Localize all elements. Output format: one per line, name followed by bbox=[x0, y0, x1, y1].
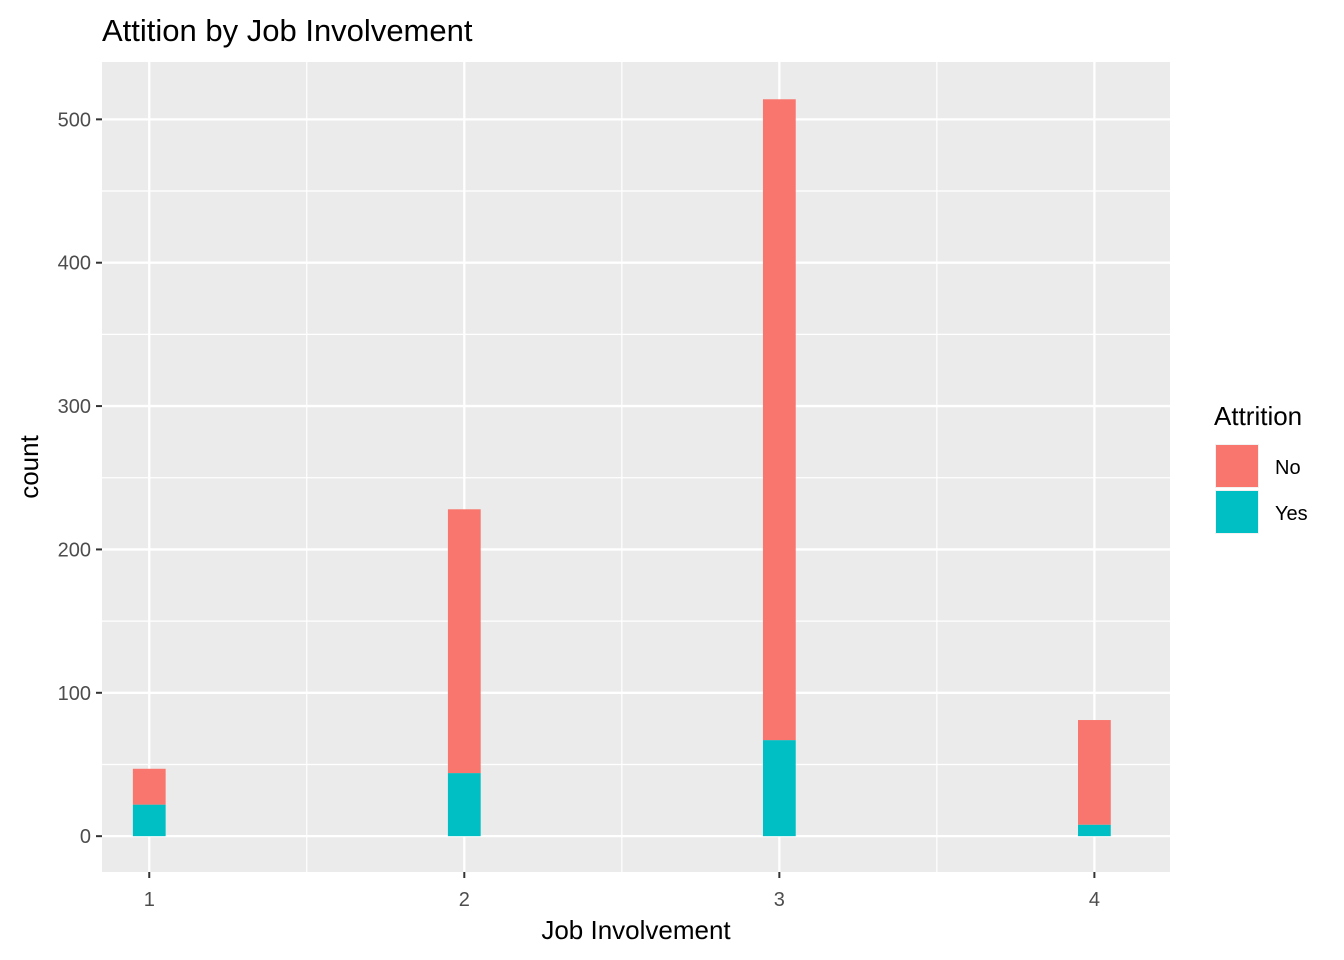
x-axis: 1 2 3 4 bbox=[144, 872, 1100, 911]
x-tick-label: 3 bbox=[774, 889, 785, 911]
bar-yes-3 bbox=[762, 740, 796, 837]
bar-no-4 bbox=[1078, 720, 1111, 825]
chart-title: Attition by Job Involvement bbox=[102, 13, 473, 48]
bar-no-1 bbox=[132, 768, 166, 805]
y-tick-label: 500 bbox=[58, 109, 91, 131]
x-tick-label: 2 bbox=[459, 889, 470, 911]
y-tick-label: 300 bbox=[58, 396, 91, 418]
y-tick-label: 400 bbox=[58, 253, 91, 275]
y-tick-label: 200 bbox=[58, 539, 91, 561]
x-tick-label: 1 bbox=[144, 889, 155, 911]
y-tick-label: 100 bbox=[58, 683, 91, 705]
bar-yes-2 bbox=[447, 773, 481, 837]
legend-items: No Yes bbox=[1215, 444, 1308, 534]
legend-key-no bbox=[1216, 445, 1258, 487]
legend-title: Attrition bbox=[1214, 401, 1302, 431]
bars bbox=[132, 99, 1111, 837]
y-axis: 0 100 200 300 400 500 bbox=[58, 109, 102, 848]
x-axis-title: Job Involvement bbox=[541, 915, 731, 945]
legend-label-no: No bbox=[1275, 457, 1301, 479]
bar-no-2 bbox=[447, 509, 481, 774]
y-axis-title: count bbox=[14, 434, 44, 498]
y-tick-label: 0 bbox=[80, 826, 91, 848]
legend-label-yes: Yes bbox=[1275, 503, 1308, 525]
legend-key-yes bbox=[1216, 491, 1258, 533]
minor-gridlines bbox=[102, 62, 1170, 872]
bar-yes-4 bbox=[1078, 824, 1111, 837]
legend: Attrition No Yes bbox=[1214, 401, 1308, 534]
x-tick-label: 4 bbox=[1089, 889, 1100, 911]
bar-yes-1 bbox=[132, 804, 166, 837]
plot-panel bbox=[102, 62, 1170, 872]
bar-no-3 bbox=[762, 99, 796, 741]
